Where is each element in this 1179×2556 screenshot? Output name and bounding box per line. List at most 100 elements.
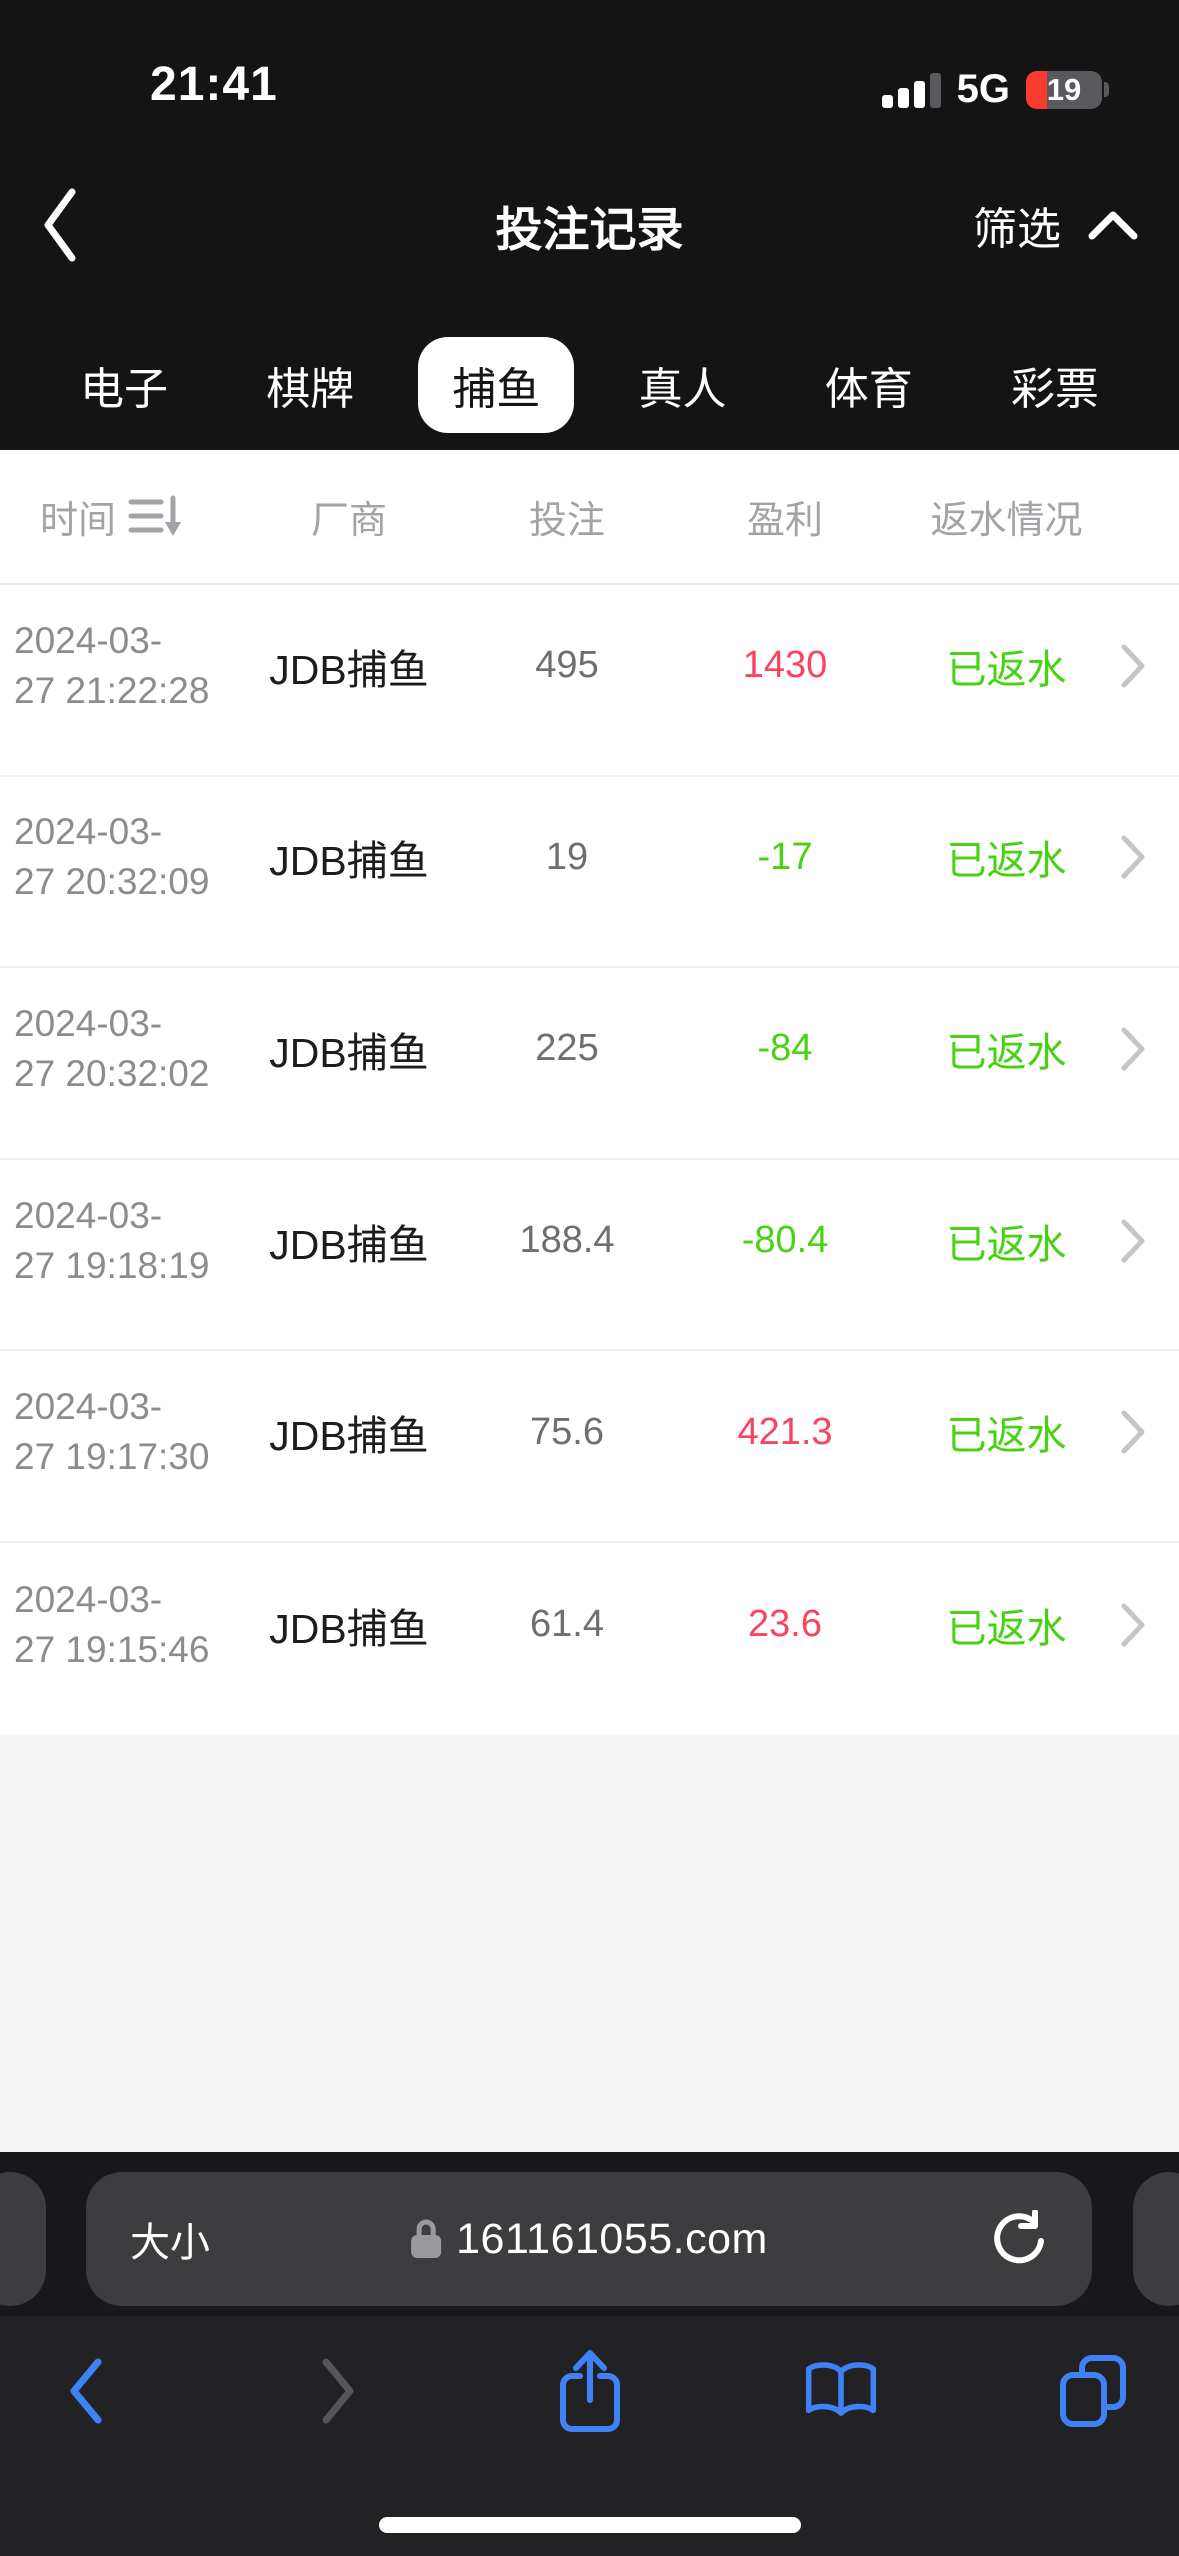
chevron-right-icon [1121,1219,1145,1263]
row-profit: 23.6 [748,1603,822,1646]
column-profit: 盈利 [746,500,823,542]
category-tabs: 电子 棋牌 捕鱼 真人 体育 彩票 [0,320,1179,450]
chevron-left-icon [70,2358,102,2424]
column-time[interactable]: 时间 [0,489,240,544]
chevron-right-icon [322,2358,354,2424]
adjacent-tab-right[interactable] [1133,2172,1179,2306]
content-background [0,1734,1179,2152]
row-profit: -80.4 [741,1219,829,1262]
chevron-right-icon [1121,644,1145,688]
column-vendor: 厂商 [310,500,387,542]
browser-toolbar [0,2316,1179,2466]
table-row[interactable]: 2024-03- 27 20:32:02 JDB捕鱼 225 -84 已返水 [0,968,1179,1160]
bookmarks-button[interactable] [805,2358,877,2424]
category-tab[interactable]: 电子 [80,365,168,414]
row-detail-chevron[interactable] [1119,1601,1147,1649]
row-timestamp: 2024-03- 27 20:32:02 [14,1002,210,1094]
chevron-right-icon [1121,1410,1145,1454]
row-rebate-status: 已返水 [946,839,1067,884]
table-row[interactable]: 2024-03- 27 19:15:46 JDB捕鱼 61.4 23.6 已返水 [0,1543,1179,1735]
table-row[interactable]: 2024-03- 27 19:17:30 JDB捕鱼 75.6 421.3 已返… [0,1351,1179,1543]
row-bet: 61.4 [530,1603,604,1646]
row-bet: 225 [535,1027,599,1070]
tabs-button[interactable] [1057,2354,1129,2428]
battery-percent: 19 [1046,71,1082,107]
row-profit: -84 [757,1027,813,1070]
status-time: 21:41 [150,58,278,111]
text-size-button[interactable]: 大小 [130,2221,210,2265]
safari-bottom-bar: 大小 161161055.com [0,2152,1179,2556]
bet-records-table: 时间 厂商 投注 盈利 返水情况 2024-03- 27 21:22:28 [0,450,1179,1735]
lock-icon [411,2219,442,2258]
row-rebate-status: 已返水 [946,1606,1067,1651]
table-row[interactable]: 2024-03- 27 20:32:09 JDB捕鱼 19 -17 已返水 [0,777,1179,969]
row-profit: 421.3 [737,1410,833,1453]
row-timestamp: 2024-03- 27 19:15:46 [14,1578,210,1670]
row-bet: 19 [545,835,589,878]
back-button[interactable] [40,185,80,265]
row-vendor: JDB捕鱼 [269,646,429,693]
table-row[interactable]: 2024-03- 27 21:22:28 JDB捕鱼 495 1430 已返水 [0,585,1179,777]
adjacent-tab-left[interactable] [0,2172,46,2306]
status-icons: 5G 19 [881,67,1109,112]
reload-icon [994,2210,1044,2264]
row-detail-chevron[interactable] [1119,1217,1147,1265]
chevron-left-icon [44,188,76,262]
row-vendor: JDB捕鱼 [269,1029,429,1076]
row-bet: 75.6 [530,1410,604,1453]
row-rebate-status: 已返水 [946,647,1067,692]
bookmarks-icon [806,2362,877,2416]
row-timestamp: 2024-03- 27 19:18:19 [14,1194,210,1286]
row-vendor: JDB捕鱼 [269,838,429,885]
page-title: 投注记录 [495,202,684,256]
address-bar[interactable]: 大小 161161055.com [86,2172,1092,2306]
row-vendor: JDB捕鱼 [269,1605,429,1652]
chevron-right-icon [1121,835,1145,879]
row-rebate-status: 已返水 [946,1030,1067,1075]
row-timestamp: 2024-03- 27 21:22:28 [14,619,210,711]
filter-label: 筛选 [973,205,1061,254]
sort-descending-icon [128,495,182,536]
tabs-icon [1060,2355,1126,2427]
row-rebate-status: 已返水 [946,1222,1067,1267]
row-detail-chevron[interactable] [1119,1025,1147,1073]
row-timestamp: 2024-03- 27 19:17:30 [14,1386,210,1478]
share-icon [559,2350,620,2432]
row-rebate-status: 已返水 [946,1414,1067,1459]
reload-button[interactable] [990,2210,1048,2268]
table-body: 2024-03- 27 21:22:28 JDB捕鱼 495 1430 已返水 … [0,585,1179,1735]
chevron-up-icon [1088,211,1138,240]
row-vendor: JDB捕鱼 [269,1413,429,1460]
battery-fill [1026,70,1047,109]
category-tab[interactable]: 棋牌 [266,365,355,414]
chevron-right-icon [1121,1027,1145,1071]
chevron-right-icon [1121,1603,1145,1647]
status-bar: 21:41 5G 19 [0,0,1179,130]
category-tab[interactable]: 体育 [824,365,913,414]
url-area: 161161055.com [410,2215,768,2264]
browser-forward-button[interactable] [302,2356,374,2426]
row-detail-chevron[interactable] [1119,1408,1147,1456]
filter-button[interactable]: 筛选 [973,193,1139,257]
category-tab[interactable]: 彩票 [1010,365,1099,414]
url-text: 161161055.com [456,2214,768,2263]
home-indicator[interactable] [378,2517,801,2533]
battery-icon: 19 [1026,70,1109,109]
share-button[interactable] [554,2348,626,2434]
category-tab[interactable]: 真人 [638,365,727,414]
row-timestamp: 2024-03- 27 20:32:09 [14,811,210,903]
row-bet: 188.4 [519,1219,615,1262]
url-bar-row: 大小 161161055.com [0,2152,1179,2316]
browser-back-button[interactable] [50,2356,122,2426]
row-profit: 1430 [742,644,828,687]
row-detail-chevron[interactable] [1119,642,1147,690]
cellular-signal-icon [881,72,941,108]
row-detail-chevron[interactable] [1119,833,1147,881]
column-rebate: 返水情况 [930,500,1083,542]
table-header: 时间 厂商 投注 盈利 返水情况 [0,450,1179,585]
category-tab[interactable]: 捕鱼 [418,337,575,433]
column-bet: 投注 [528,500,605,542]
table-row[interactable]: 2024-03- 27 19:18:19 JDB捕鱼 188.4 -80.4 已… [0,1160,1179,1352]
row-bet: 495 [535,644,599,687]
